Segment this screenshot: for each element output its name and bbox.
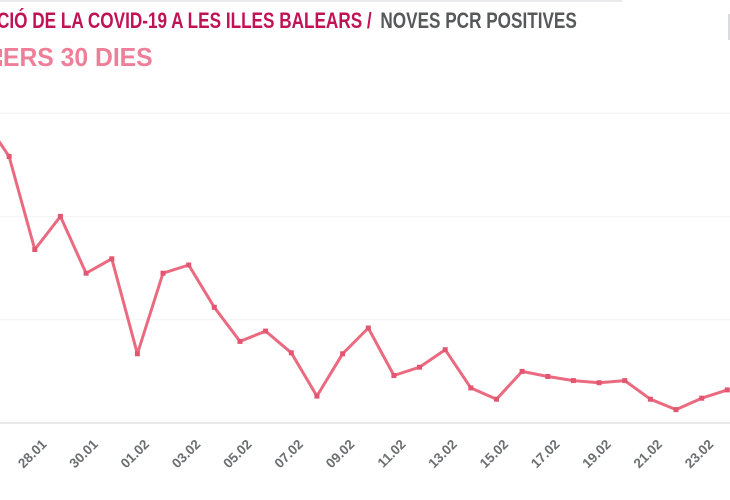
data-point-marker (263, 328, 269, 334)
data-point-marker (647, 396, 653, 402)
x-axis-label: 07.02 (272, 437, 307, 472)
data-point-marker (32, 247, 38, 252)
x-axis-label: 03.02 (169, 437, 204, 472)
x-axis-label: 05.02 (220, 437, 255, 472)
series-line (0, 140, 729, 412)
data-point-marker (288, 350, 294, 356)
data-point-marker (134, 351, 140, 357)
data-point-marker (724, 387, 730, 393)
data-point-marker (545, 374, 551, 379)
data-point-marker (519, 368, 525, 374)
x-axis-label: 13.02 (425, 437, 460, 472)
data-point-marker (365, 325, 371, 331)
x-axis-label: 09.02 (323, 437, 358, 472)
x-axis-label: 15.02 (477, 437, 512, 472)
chart-title: CIÓ DE LA COVID-19 A LES ILLES BALEARS /… (0, 8, 577, 34)
data-point-marker (6, 154, 12, 159)
data-point-marker (596, 380, 602, 386)
data-point-marker (340, 351, 346, 357)
title-secondary-text: NOVES PCR POSITIVES (380, 8, 577, 33)
x-axis-label: 17.02 (528, 437, 563, 472)
cropped-content-artifact (0, 0, 622, 2)
data-point-marker (494, 396, 499, 402)
x-axis-label: 30.01 (66, 436, 101, 471)
right-edge-artifact (728, 14, 730, 40)
data-point-marker (211, 304, 217, 310)
chart-subtitle: ERS 30 DIES (3, 42, 153, 73)
data-point-marker (699, 395, 705, 401)
cropped-letter-fragment (0, 60, 2, 66)
x-axis-label: 11.02 (375, 437, 409, 471)
title-main-text: CIÓ DE LA COVID-19 A LES ILLES BALEARS / (0, 8, 372, 33)
data-point-marker (237, 338, 243, 344)
x-axis-label: 19.02 (579, 437, 614, 472)
x-axis-label: 21.02 (631, 437, 666, 472)
data-point-marker (186, 262, 192, 268)
subtitle-text: ERS 30 DIES (3, 42, 153, 72)
cropped-letter-fragment (0, 49, 2, 57)
data-point-marker (442, 347, 448, 353)
data-point-marker (468, 385, 474, 391)
x-axis-label: 23.02 (682, 437, 717, 472)
data-point-marker (314, 393, 320, 399)
data-point-marker (417, 364, 422, 370)
x-axis-label: 01.02 (118, 437, 153, 472)
data-point-marker (160, 270, 166, 276)
data-point-marker (391, 373, 397, 378)
data-point-marker (570, 378, 576, 384)
data-point-marker (673, 407, 679, 413)
data-point-marker (109, 256, 115, 262)
x-axis-label: 28.01 (15, 436, 50, 471)
data-point-marker (622, 378, 628, 384)
data-point-marker (57, 213, 63, 219)
data-point-marker (83, 270, 89, 276)
